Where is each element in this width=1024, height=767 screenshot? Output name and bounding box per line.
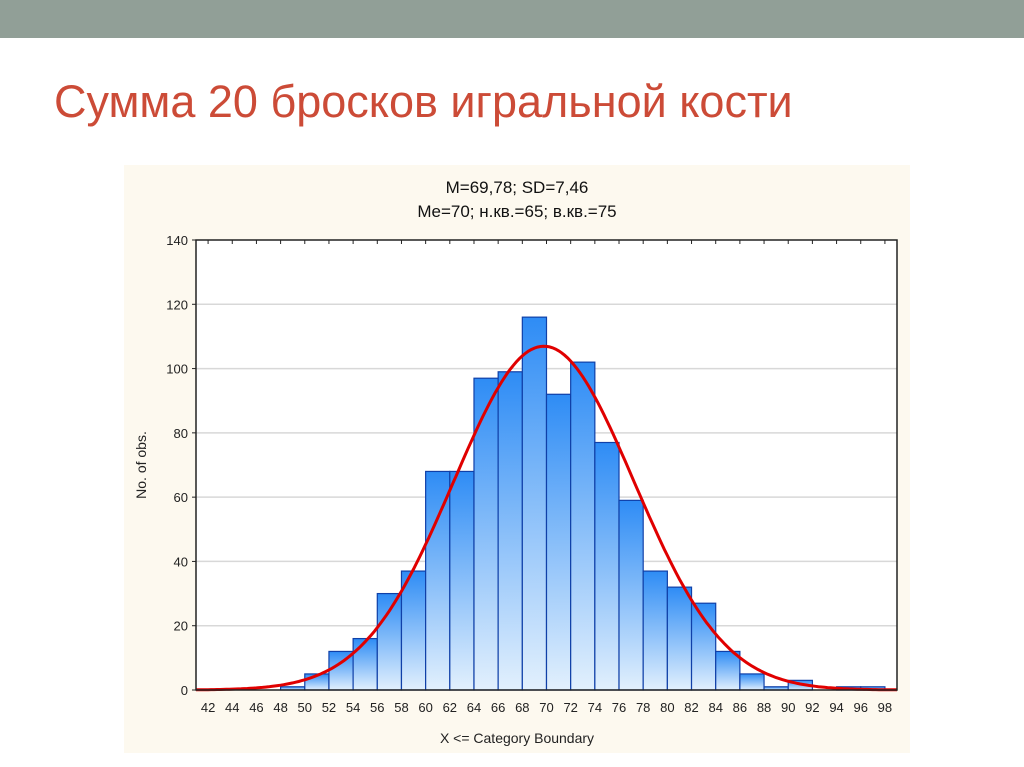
- y-axis-label: No. of obs.: [133, 431, 149, 499]
- x-tick-label: 74: [588, 700, 602, 715]
- chart-title-line2: Me=70; н.кв.=65; в.кв.=75: [417, 202, 616, 221]
- x-axis-label: X <= Category Boundary: [440, 730, 594, 746]
- histogram-bar: [666, 586, 693, 691]
- y-tick-label: 120: [166, 297, 188, 312]
- y-tick-label: 100: [166, 362, 188, 377]
- x-tick-label: 54: [346, 700, 360, 715]
- y-tick-label: 0: [181, 683, 188, 698]
- histogram-bar: [715, 650, 741, 691]
- histogram-bar: [618, 499, 644, 691]
- x-tick-label: 48: [273, 700, 287, 715]
- x-tick-label: 76: [612, 700, 626, 715]
- x-tick-label: 66: [491, 700, 505, 715]
- plot-frame: [195, 239, 898, 691]
- x-tick-label: 42: [201, 700, 215, 715]
- y-tick-label: 40: [174, 554, 188, 569]
- histogram-bar: [521, 316, 548, 691]
- x-tick-label: 84: [708, 700, 722, 715]
- x-tick-label: 60: [418, 700, 432, 715]
- histogram-bar: [425, 470, 451, 691]
- y-tick-label: 80: [174, 426, 188, 441]
- histogram-chart: M=69,78; SD=7,46 Me=70; н.кв.=65; в.кв.=…: [133, 178, 898, 746]
- x-tick-label: 82: [684, 700, 698, 715]
- histogram-bar: [497, 371, 523, 691]
- normal-fit-curve: [196, 344, 897, 692]
- x-tick-label: 46: [249, 700, 263, 715]
- histogram-bar: [352, 637, 378, 691]
- x-tick-label: 70: [539, 700, 553, 715]
- histogram-bar: [594, 441, 620, 691]
- slide-title: Сумма 20 бросков игральной кости: [54, 76, 793, 127]
- histogram-bar: [570, 361, 596, 691]
- x-tick-label: 90: [781, 700, 795, 715]
- x-tick-label: 94: [829, 700, 843, 715]
- x-tick-label: 52: [322, 700, 336, 715]
- y-tick-label: 140: [166, 233, 188, 248]
- histogram-bar: [376, 592, 403, 691]
- histogram-bar: [400, 570, 427, 691]
- x-tick-label: 56: [370, 700, 384, 715]
- histogram-bar: [642, 570, 668, 691]
- x-tick-label: 96: [854, 700, 868, 715]
- x-tick-label: 68: [515, 700, 529, 715]
- x-tick-label: 88: [757, 700, 771, 715]
- x-tick-label: 98: [878, 700, 892, 715]
- x-tick-label: 44: [225, 700, 239, 715]
- x-tick-label: 72: [563, 700, 577, 715]
- x-tick-label: 92: [805, 700, 819, 715]
- histogram-bar: [739, 673, 765, 691]
- x-tick-label: 50: [298, 700, 312, 715]
- x-tick-label: 58: [394, 700, 408, 715]
- histogram-bar: [449, 470, 475, 691]
- chart-title-line1: M=69,78; SD=7,46: [446, 178, 589, 197]
- y-tick-label: 20: [174, 619, 188, 634]
- x-tick-label: 80: [660, 700, 674, 715]
- x-tick-label: 64: [467, 700, 481, 715]
- top-bar: [0, 0, 1024, 38]
- histogram-bar: [545, 393, 572, 691]
- x-tick-label: 78: [636, 700, 650, 715]
- x-tick-label: 62: [443, 700, 457, 715]
- chart-panel: M=69,78; SD=7,46 Me=70; н.кв.=65; в.кв.=…: [124, 165, 910, 753]
- x-tick-label: 86: [733, 700, 747, 715]
- y-tick-label: 60: [174, 490, 188, 505]
